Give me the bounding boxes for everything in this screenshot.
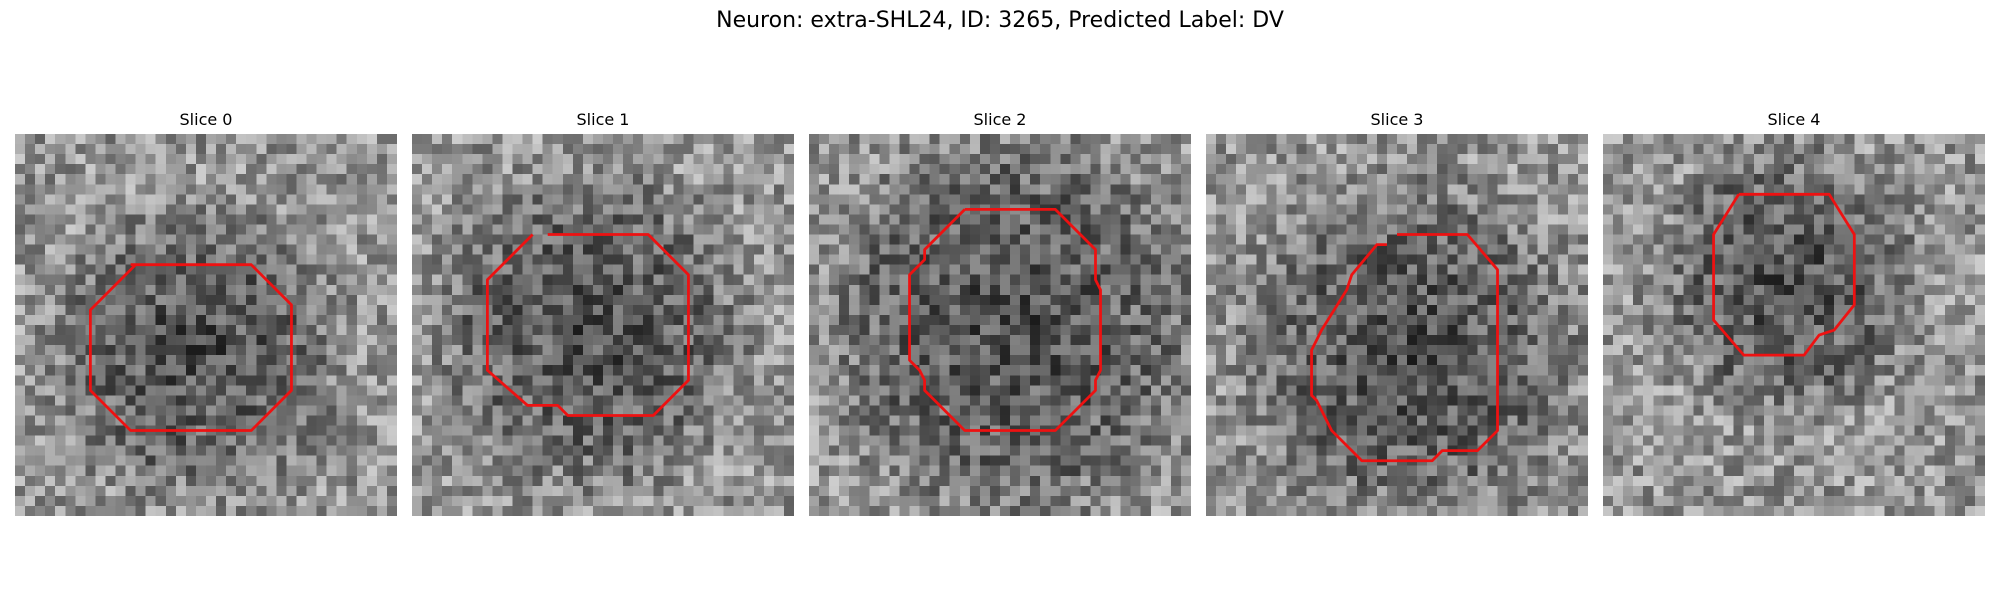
panel-title-1: Slice 1 [576, 110, 630, 129]
slice-panel-0 [15, 134, 397, 516]
panel-title-3: Slice 3 [1370, 110, 1424, 129]
slice-outline-svg-3 [1310, 233, 1499, 463]
panel-title-2: Slice 2 [973, 110, 1027, 129]
panel-title-4: Slice 4 [1767, 110, 1821, 129]
roi-outline-4 [1712, 192, 1856, 357]
roi-outline-2 [908, 208, 1102, 432]
slice-outline-svg-2 [908, 208, 1102, 432]
slice-panel-2 [809, 134, 1191, 516]
slice-panel-4 [1603, 134, 1985, 516]
slice-outline-svg-1 [486, 233, 690, 417]
slice-image-4 [1603, 134, 1985, 516]
slice-panel-3 [1206, 134, 1588, 516]
roi-outline-3 [1310, 233, 1499, 463]
slice-image-0 [15, 134, 397, 516]
slice-panel-1 [412, 134, 794, 516]
figure-title: Neuron: extra-SHL24, ID: 3265, Predicted… [716, 8, 1284, 33]
roi-outline-0 [89, 263, 293, 432]
slice-outline-svg-0 [89, 263, 293, 432]
panel-title-0: Slice 0 [179, 110, 233, 129]
slice-image-3 [1206, 134, 1588, 516]
slice-image-1 [412, 134, 794, 516]
slice-outline-svg-4 [1712, 192, 1856, 357]
slice-image-2 [809, 134, 1191, 516]
roi-outline-1 [486, 233, 690, 417]
